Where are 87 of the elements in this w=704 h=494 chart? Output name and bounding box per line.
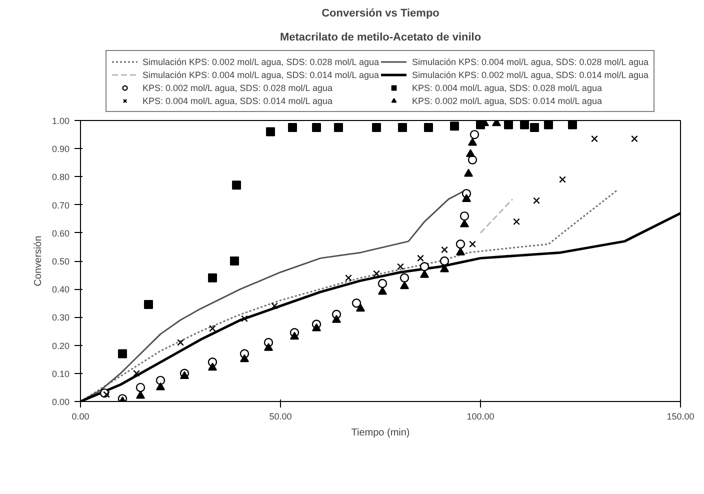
point	[352, 298, 362, 308]
legend-label: Simulación KPS: 0.002 mol/L agua, SDS: 0.014 mol/L agua	[412, 69, 648, 80]
point	[533, 197, 540, 204]
point	[118, 349, 127, 358]
point	[180, 371, 189, 380]
point	[464, 168, 473, 177]
y-tick-label: 0.20	[52, 340, 70, 351]
point	[504, 120, 513, 130]
point	[456, 240, 466, 249]
point	[378, 278, 388, 288]
point	[469, 240, 476, 248]
point	[312, 323, 321, 332]
legend-label: KPS: 0.004 mol/L agua, SDS: 0.028 mol/L agua	[412, 82, 602, 93]
point	[568, 120, 577, 130]
point	[332, 314, 341, 323]
point	[420, 262, 430, 272]
point	[208, 273, 217, 282]
point	[520, 120, 529, 130]
point	[177, 339, 184, 346]
y-tick-label: 1.00	[52, 116, 70, 126]
point	[372, 123, 381, 132]
point	[631, 135, 638, 142]
y-tick-label: 0.40	[52, 284, 70, 295]
point	[530, 123, 539, 132]
point	[441, 246, 448, 254]
point	[400, 281, 409, 290]
point	[288, 123, 297, 132]
point	[264, 342, 273, 351]
point	[209, 325, 216, 332]
legend-label: Simulación KPS: 0.002 mol/L agua, SDS: 0.028 mol/L agua	[142, 56, 379, 67]
point	[450, 122, 459, 131]
point	[466, 149, 475, 158]
x-tick-label: 0.00	[72, 412, 90, 422]
point	[398, 123, 407, 132]
point	[271, 302, 278, 310]
point	[156, 382, 165, 390]
point	[417, 254, 424, 262]
point	[397, 263, 404, 270]
point	[334, 123, 343, 132]
legend-label: Simulación KPS: 0.004 mol/L agua, SDS: 0.028 mol/L agua	[412, 56, 648, 67]
point	[241, 315, 248, 322]
point	[470, 130, 480, 140]
x-axis-title: Tiempo (min)	[351, 428, 410, 438]
x-tick-label: 50.00	[269, 412, 292, 422]
point	[230, 256, 239, 266]
line-series	[80, 190, 618, 402]
y-tick-label: 0.60	[52, 228, 70, 238]
legend-label: KPS: 0.002 mol/L agua, SDS: 0.014 mol/L agua	[412, 95, 602, 106]
legend-label: Simulación KPS: 0.004 mol/L agua, SDS: 0.014 mol/L agua	[142, 69, 379, 80]
y-tick-label: 0.30	[52, 312, 70, 323]
point	[513, 218, 520, 226]
point	[232, 180, 241, 190]
point	[424, 123, 433, 132]
x-tick-label: 150.00	[666, 412, 694, 422]
y-tick-label: 0.90	[52, 144, 70, 154]
chart-subtitle: Metacrilato de metilo-Acetato de vinilo	[280, 32, 482, 44]
y-tick-label: 0.00	[52, 397, 70, 407]
point	[240, 354, 249, 362]
y-tick-label: 0.10	[52, 368, 70, 379]
point	[468, 138, 477, 146]
point	[440, 256, 450, 266]
x-tick-label: 100.00	[466, 412, 494, 422]
y-tick-label: 0.80	[52, 172, 70, 182]
point	[460, 211, 470, 221]
point	[356, 304, 365, 312]
point	[133, 370, 140, 377]
legend-label: KPS: 0.002 mol/L agua, SDS: 0.028 mol/L agua	[142, 82, 332, 93]
point	[156, 376, 166, 386]
point	[290, 332, 299, 340]
point	[208, 362, 217, 371]
point	[373, 270, 380, 278]
y-axis-title: Conversión	[32, 236, 44, 286]
point	[312, 123, 321, 132]
legend-label: KPS: 0.004 mol/L agua, SDS: 0.014 mol/L agua	[142, 95, 332, 106]
y-tick-label: 0.50	[52, 256, 70, 266]
point	[544, 120, 553, 130]
point	[559, 176, 566, 183]
point	[136, 382, 146, 392]
point	[345, 274, 352, 282]
point	[591, 135, 598, 142]
point	[144, 300, 153, 310]
point	[103, 391, 110, 398]
chart-title: Conversión vs Tiempo	[322, 8, 440, 20]
point	[266, 127, 275, 136]
y-tick-label: 0.70	[52, 200, 70, 210]
point	[462, 194, 471, 202]
point	[400, 273, 410, 282]
